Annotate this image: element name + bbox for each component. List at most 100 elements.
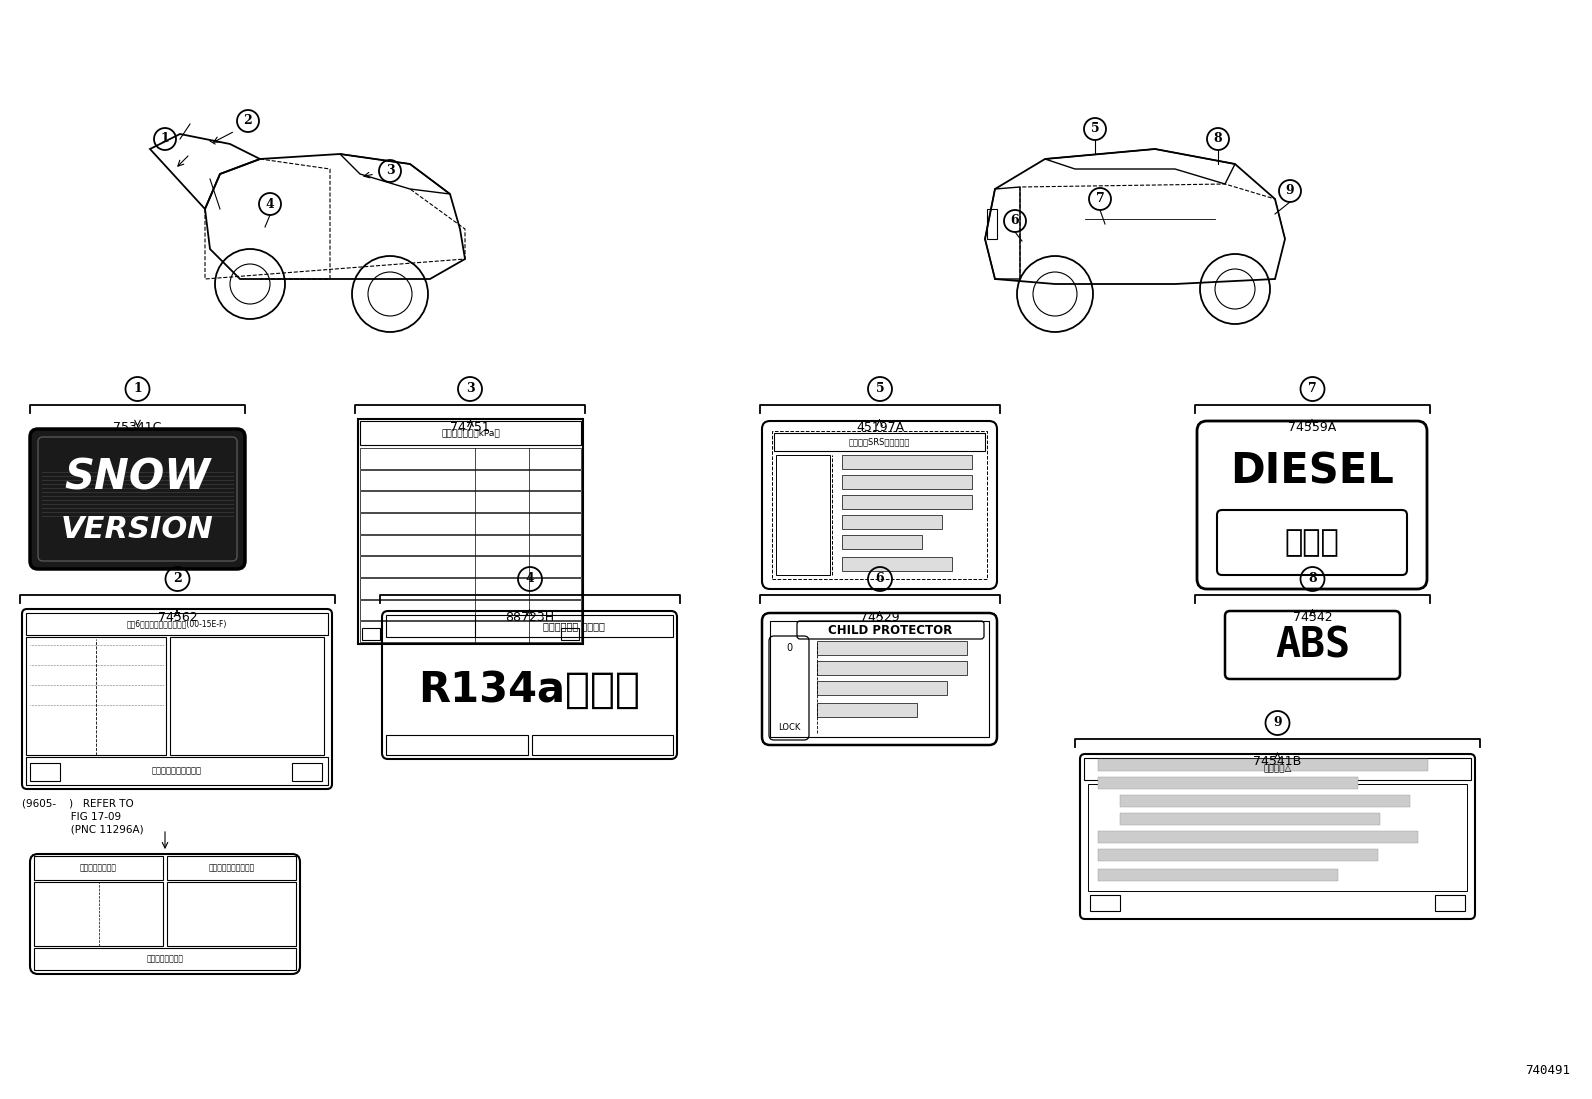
Text: (9605-    )   REFER TO: (9605- ) REFER TO [22,799,134,809]
Text: 74751: 74751 [451,421,490,434]
Text: 74542: 74542 [1293,611,1333,624]
Bar [1434,895,1465,911]
Bar [360,535,581,555]
Bar [33,948,296,970]
Text: DIESEL: DIESEL [1231,451,1395,492]
Text: 9: 9 [1274,717,1282,730]
Text: カーエアコン システム: カーエアコン システム [543,621,605,631]
Text: 1: 1 [161,133,169,145]
Text: R134a　専用: R134a 専用 [419,669,640,711]
Bar [33,856,162,880]
Text: (PNC 11296A): (PNC 11296A) [22,825,143,835]
Text: 7: 7 [1309,382,1317,396]
Text: 6: 6 [876,573,884,586]
Text: 0: 0 [786,643,793,653]
Bar [842,557,952,571]
Bar [167,856,296,880]
Text: ご注意　SRSエアバッグ: ご注意 SRSエアバッグ [849,437,911,446]
Bar [532,735,673,755]
Bar [817,660,966,675]
Text: 74559A: 74559A [1288,421,1337,434]
Text: 88723H: 88723H [505,611,554,624]
Bar [360,513,581,534]
Text: 2: 2 [174,573,181,586]
Bar [1121,813,1380,825]
Bar [360,491,581,512]
Text: 6: 6 [1011,214,1019,227]
Text: 8: 8 [1213,133,1223,145]
Bar [360,421,581,445]
Text: 74541B: 74541B [1253,755,1302,768]
Bar [842,475,973,489]
Bar [772,431,987,579]
Text: ご注意　△: ご注意 △ [1264,765,1291,774]
Bar [360,448,581,468]
Bar [360,578,581,599]
Text: 1: 1 [134,382,142,396]
Text: SNOW: SNOW [64,457,210,499]
Bar [842,515,942,529]
Bar [291,763,322,781]
Bar [842,535,922,550]
Bar [1087,784,1466,891]
Bar [1098,831,1418,843]
Text: 4: 4 [266,198,274,211]
Text: 740491: 740491 [1525,1064,1570,1077]
Bar [33,882,162,946]
Text: CHILD PROTECTOR: CHILD PROTECTOR [828,623,952,636]
Bar [30,763,60,781]
Bar [771,621,989,737]
Bar [1098,759,1428,771]
Bar [1121,795,1411,807]
Bar [1091,895,1121,911]
Bar [842,455,973,469]
Text: 8: 8 [1309,573,1317,586]
Bar [774,433,985,451]
Bar [775,455,829,575]
Bar [842,495,973,509]
Bar [817,641,966,655]
Bar [360,600,581,620]
Text: LOCK: LOCK [778,722,801,732]
Bar [360,556,581,577]
Bar [360,621,581,642]
Bar [817,703,917,717]
Text: 45197A: 45197A [856,421,904,434]
Text: VERSION: VERSION [60,515,213,544]
Text: 75341C: 75341C [113,421,162,434]
Bar [358,419,583,644]
Bar [1098,850,1379,861]
Text: 5: 5 [876,382,884,396]
Bar [25,757,328,785]
Bar [1098,869,1337,881]
Bar [25,637,166,755]
Text: 軽　油: 軽 油 [1285,529,1339,557]
Text: 3: 3 [385,165,395,178]
Text: 2: 2 [244,114,253,127]
Bar [1098,777,1358,789]
Text: メンテナンスサービス: メンテナンスサービス [209,864,255,873]
Text: タイヤ空気圧（kPa）: タイヤ空気圧（kPa） [441,429,500,437]
Text: エンジン関係部品: エンジン関係部品 [80,864,116,873]
Text: ABS: ABS [1275,624,1350,666]
Bar [167,882,296,946]
Text: 7: 7 [1095,192,1105,206]
Bar [25,613,328,635]
Bar [817,681,947,695]
Bar [987,209,997,238]
Text: 74529: 74529 [860,611,899,624]
Bar [170,637,325,755]
Bar [560,628,579,640]
Text: 点検・整備記録書: 点検・整備記録書 [146,955,183,964]
Bar [1084,758,1471,780]
Text: FIG 17-09: FIG 17-09 [22,812,121,822]
Bar [361,628,380,640]
FancyBboxPatch shape [30,429,245,569]
Bar [385,735,527,755]
Bar [360,469,581,490]
Text: 5: 5 [1091,122,1100,135]
Text: 74562: 74562 [158,611,197,624]
Bar [385,615,673,637]
Text: トヨタ自動車株式会社: トヨタ自動車株式会社 [151,766,202,776]
Text: 9: 9 [1286,185,1294,198]
